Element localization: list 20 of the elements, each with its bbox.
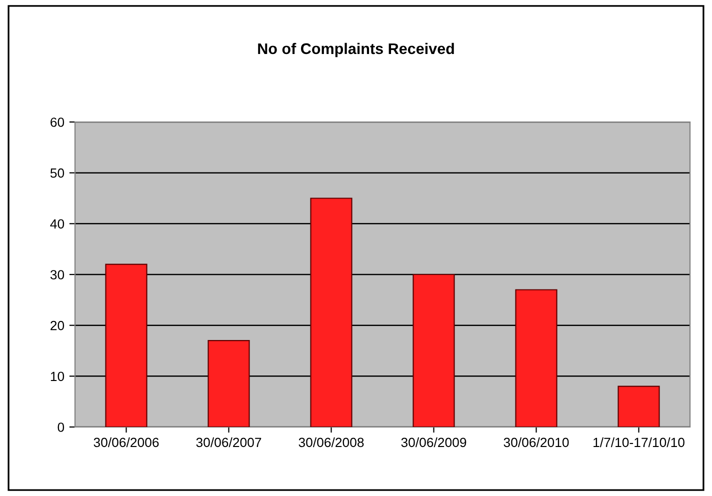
bar — [310, 198, 352, 427]
x-tick-label: 30/06/2009 — [401, 437, 466, 448]
y-tick-label: 20 — [50, 320, 64, 330]
y-tick-label: 0 — [58, 422, 64, 432]
y-tick-label: 50 — [50, 168, 64, 178]
bar — [515, 289, 558, 427]
x-tick-label: 30/06/2008 — [298, 437, 364, 448]
bar — [618, 386, 660, 427]
x-tick-label: 30/06/2010 — [504, 437, 569, 448]
y-tick-label: 10 — [50, 372, 64, 382]
x-tick-label: 30/06/2007 — [196, 437, 262, 448]
y-tick-label: 30 — [50, 270, 64, 280]
y-tick-label: 60 — [50, 118, 64, 127]
bar — [208, 340, 250, 427]
x-tick-label: 1/7/10-17/10/10 — [594, 437, 684, 448]
x-tick-label: 30/06/2006 — [94, 437, 159, 448]
bar — [105, 264, 148, 427]
y-tick-label: 40 — [50, 219, 64, 229]
bar — [412, 274, 455, 427]
chart-title: No of Complaints Received — [258, 42, 454, 58]
